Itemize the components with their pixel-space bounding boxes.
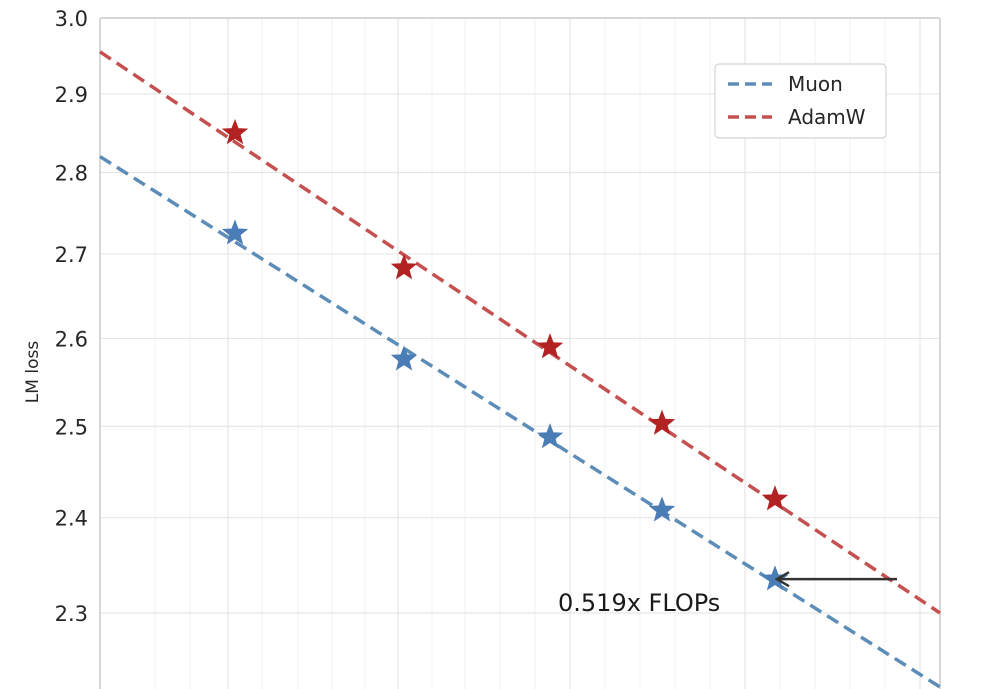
y-tick-label: 2.3 <box>55 602 88 626</box>
data-markers <box>221 118 789 591</box>
marker-adamw <box>221 118 249 145</box>
y-tick-label: 2.9 <box>55 83 88 107</box>
fit-line-adamw <box>99 50 941 615</box>
marker-adamw <box>390 254 418 280</box>
annotation: 0.519x FLOPs <box>558 571 897 617</box>
y-tick-labels: 2.3 2.4 2.5 2.6 2.7 2.8 2.9 3.0 <box>55 7 88 626</box>
marker-adamw <box>761 485 789 511</box>
y-tick-label: 2.7 <box>55 243 88 267</box>
annotation-arrow-head <box>774 571 790 588</box>
legend: Muon AdamW <box>714 63 887 139</box>
y-tick-label: 2.5 <box>55 415 88 439</box>
fit-line-muon <box>99 155 941 689</box>
legend-label-adamw: AdamW <box>788 105 866 129</box>
marker-adamw <box>536 333 564 359</box>
y-tick-label: 3.0 <box>55 7 88 31</box>
y-tick-label: 2.8 <box>55 161 88 185</box>
marker-muon <box>536 423 564 449</box>
y-tick-label: 2.6 <box>55 327 88 351</box>
marker-muon <box>648 496 676 522</box>
y-axis-title: LM loss <box>23 341 43 404</box>
fit-lines <box>99 50 941 689</box>
marker-muon <box>221 219 249 245</box>
legend-label-muon: Muon <box>788 72 843 96</box>
marker-muon <box>390 345 418 371</box>
plot-frame <box>99 17 941 689</box>
marker-adamw <box>648 409 676 435</box>
annotation-label: 0.519x FLOPs <box>558 589 720 617</box>
legend-box <box>714 63 887 139</box>
grid <box>100 17 940 689</box>
y-tick-label: 2.4 <box>55 507 88 531</box>
